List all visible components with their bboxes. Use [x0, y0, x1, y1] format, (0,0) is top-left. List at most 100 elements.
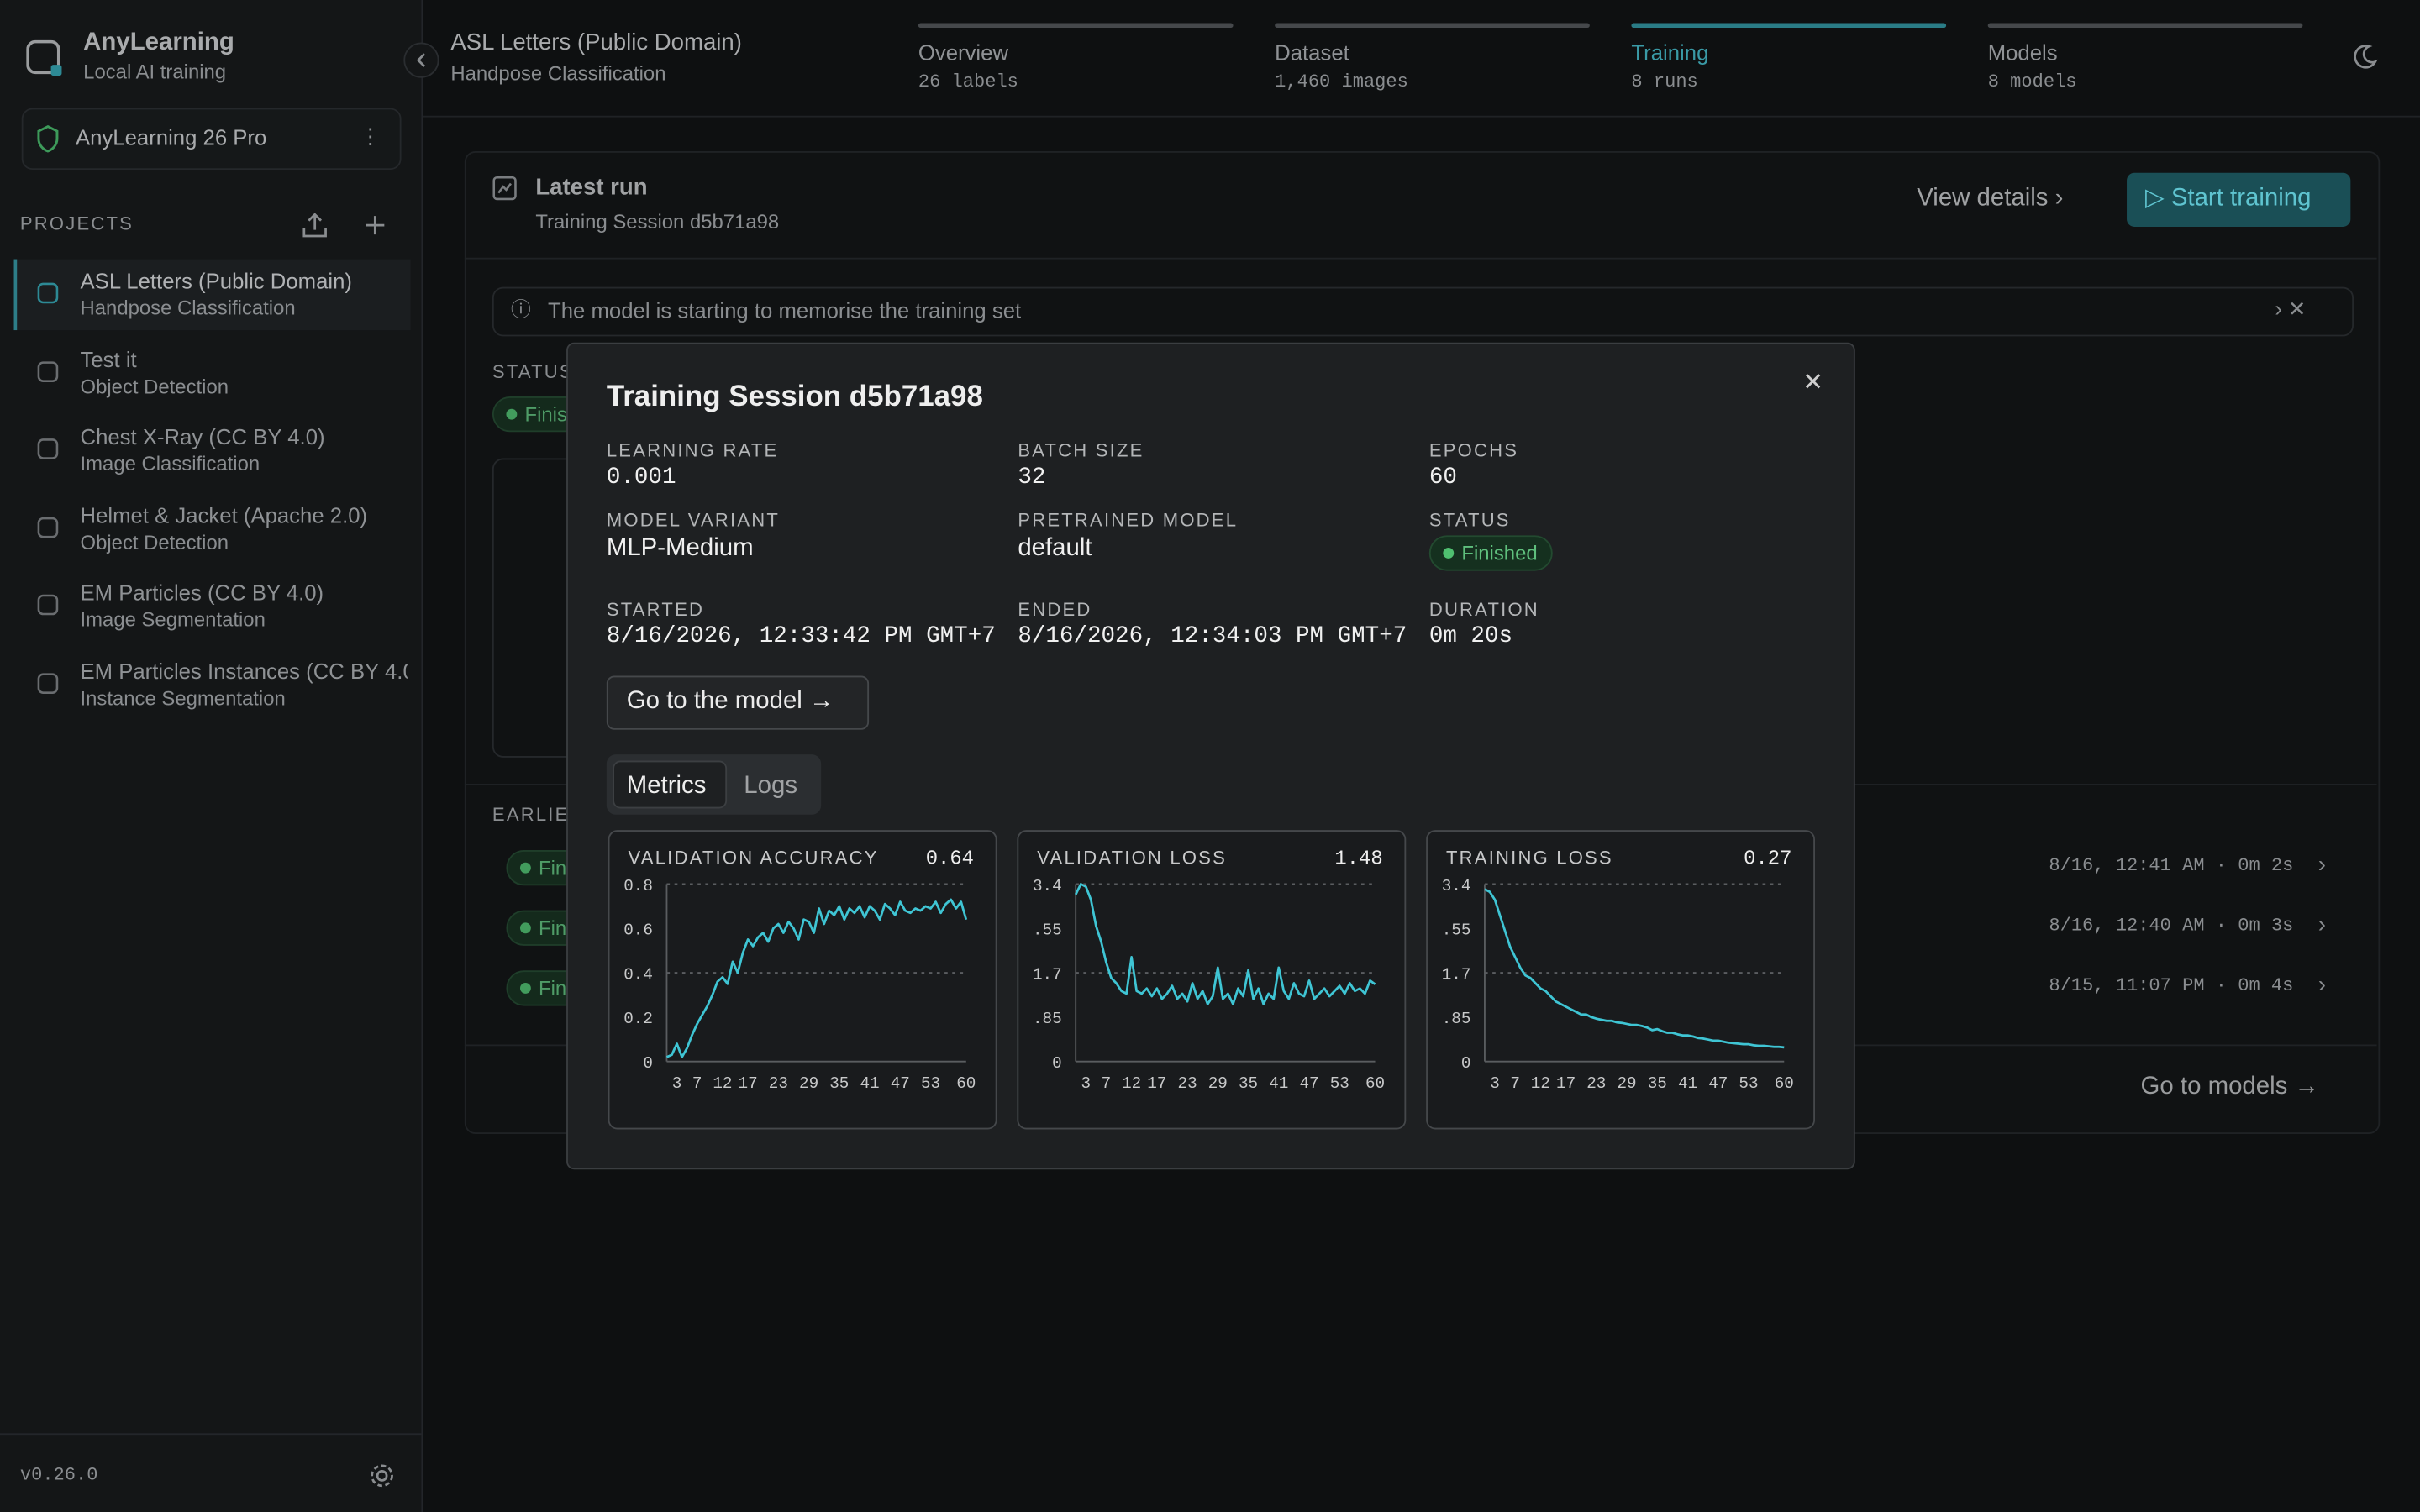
- header-subtitle: Handpose Classification: [450, 61, 666, 86]
- y-tick-label: 1.7: [1442, 965, 1471, 984]
- divider: [464, 257, 2377, 260]
- run-chevron: ›: [2317, 972, 2326, 999]
- project-item[interactable]: [13, 259, 411, 331]
- step-detail: 8 runs: [1631, 71, 1698, 93]
- y-tick-label: .85: [1033, 1010, 1062, 1028]
- plan-box[interactable]: [21, 108, 402, 171]
- step-name[interactable]: Models: [1987, 39, 2058, 66]
- chart-title: VALIDATION LOSS: [1037, 848, 1227, 869]
- y-tick-label: 0.2: [623, 1010, 653, 1028]
- project-icon: [37, 595, 59, 617]
- plan-name: AnyLearning 26 Pro: [76, 124, 267, 150]
- header-title: ASL Letters (Public Domain): [450, 29, 742, 56]
- app-name: AnyLearning: [83, 29, 234, 56]
- close-button[interactable]: ✕: [1802, 370, 1823, 397]
- field-value: 32: [1018, 464, 1046, 491]
- sidebar: AnyLearning Local AI training AnyLearnin…: [0, 0, 424, 1512]
- project-icon-svg: [37, 517, 59, 538]
- project-icon: [37, 438, 59, 460]
- version: v0.26.0: [19, 1464, 98, 1486]
- x-tick-label: 53: [921, 1074, 940, 1093]
- x-tick-label: 47: [1708, 1074, 1728, 1093]
- settings-icon[interactable]: [369, 1462, 395, 1488]
- upload-icon[interactable]: [301, 212, 329, 239]
- status-label: STATUS: [492, 360, 574, 383]
- x-tick-label: 41: [860, 1074, 879, 1093]
- x-tick-label: 12: [713, 1074, 732, 1093]
- field-badge: Finished: [1428, 535, 1554, 571]
- tab-active[interactable]: [613, 760, 728, 809]
- modal: Training Session d5b71a98 ✕ LEARNING RAT…: [566, 342, 1855, 1170]
- run-icon: [492, 176, 517, 201]
- x-tick-label: 29: [1617, 1074, 1636, 1093]
- project-icon-wrap: [35, 437, 60, 470]
- y-tick-label: .55: [1033, 921, 1062, 940]
- x-tick-label: 35: [829, 1074, 849, 1093]
- field-label: ENDED: [1018, 598, 1092, 621]
- y-tick-label: 0: [1461, 1054, 1471, 1073]
- y-tick-label: 3.4: [1033, 877, 1062, 895]
- view-details[interactable]: View details ›: [1917, 185, 2064, 212]
- field-label: EPOCHS: [1428, 439, 1519, 462]
- step-name[interactable]: Overview: [918, 39, 1009, 66]
- run-chevron: ›: [2317, 911, 2326, 938]
- start-training-button[interactable]: [2127, 172, 2351, 228]
- y-tick-label: 0: [643, 1054, 653, 1073]
- go-to-models[interactable]: Go to models →: [2140, 1074, 2319, 1100]
- project-type: Object Detection: [80, 530, 229, 554]
- run-meta: 8/16, 12:41 AM · 0m 2s: [2049, 854, 2294, 877]
- series-line: [1484, 888, 1785, 1049]
- project-icon: [37, 673, 59, 694]
- add-icon[interactable]: [361, 212, 389, 239]
- x-tick-label: 29: [799, 1074, 818, 1093]
- plan-menu[interactable]: ⋮: [359, 123, 381, 149]
- field-label: BATCH SIZE: [1018, 439, 1144, 462]
- tab[interactable]: Logs: [744, 773, 798, 800]
- chart: VALIDATION LOSS 1.48 0 .85 1.7 .55 3.4 3 7 12 17 23…: [1033, 848, 1385, 1093]
- y-tick-label: 3.4: [1442, 877, 1471, 895]
- project-name: EM Particles (CC BY 4.0): [80, 580, 324, 606]
- field-value: 60: [1428, 464, 1457, 491]
- project-icon: [37, 360, 59, 382]
- collapse-button[interactable]: [402, 42, 439, 79]
- go-to-model-text: Go to the model: [626, 688, 802, 715]
- chart-box: TRAINING LOSS 0.27 0 .85 1.7 .55 3.4 3 7 12 17 23 29…: [1426, 830, 1816, 1130]
- x-tick-label: 35: [1239, 1074, 1258, 1093]
- notice-next[interactable]: › ✕: [2275, 296, 2307, 322]
- divider: [0, 1433, 422, 1436]
- field-label: PRETRAINED MODEL: [1018, 509, 1239, 531]
- project-icon-wrap: [35, 281, 60, 313]
- x-tick-label: 7: [692, 1074, 702, 1093]
- project-name: Chest X-Ray (CC BY 4.0): [80, 424, 325, 449]
- project-icon-wrap: [35, 359, 60, 391]
- x-tick-label: 41: [1678, 1074, 1697, 1093]
- theme-icon[interactable]: [2350, 43, 2378, 71]
- app-subtitle: Local AI training: [83, 60, 227, 84]
- step-bar: [1275, 23, 1590, 29]
- x-tick-label: 29: [1208, 1074, 1228, 1093]
- x-tick-label: 17: [1556, 1074, 1576, 1093]
- chart-box: VALIDATION LOSS 1.48 0 .85 1.7 .55 3.4 3 7 12 17 23…: [1017, 830, 1407, 1130]
- tab[interactable]: Metrics: [626, 773, 707, 800]
- project-icon: [37, 282, 59, 304]
- x-tick-label: 12: [1122, 1074, 1141, 1093]
- project-icon-svg: [37, 673, 59, 694]
- y-tick-label: .85: [1442, 1010, 1471, 1028]
- x-tick-label: 23: [1178, 1074, 1197, 1093]
- go-to-model-button[interactable]: [606, 675, 870, 730]
- latest-run-subtitle: Training Session d5b71a98: [535, 209, 780, 234]
- modal-title: Training Session d5b71a98: [606, 381, 983, 414]
- x-tick-label: 17: [739, 1074, 758, 1093]
- field-value: 8/16/2026, 12:33:42 PM GMT+7: [606, 623, 996, 650]
- chart-title: TRAINING LOSS: [1446, 848, 1613, 869]
- field-value: 0.001: [606, 464, 676, 491]
- project-icon-wrap: [35, 671, 60, 704]
- project-icon-svg: [37, 438, 59, 460]
- run-chevron: ›: [2317, 851, 2326, 879]
- step-name[interactable]: Dataset: [1275, 39, 1349, 66]
- step-name[interactable]: Training: [1631, 39, 1709, 66]
- field-value: MLP-Medium: [606, 535, 754, 562]
- field-label: STARTED: [606, 598, 705, 621]
- field-value: 8/16/2026, 12:34:03 PM GMT+7: [1018, 623, 1407, 650]
- field-label: DURATION: [1428, 598, 1539, 621]
